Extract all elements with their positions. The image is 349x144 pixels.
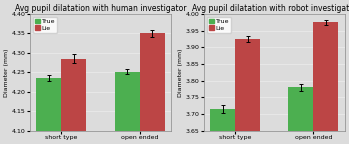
Bar (288, 87, 313, 131)
Legend: True, Lie: True, Lie (207, 17, 231, 33)
Legend: True, Lie: True, Lie (33, 17, 57, 33)
Y-axis label: Diameter (mm): Diameter (mm) (178, 48, 183, 97)
Y-axis label: Diameter (mm): Diameter (mm) (4, 48, 9, 97)
Bar (235, 39, 260, 131)
Title: Avg pupil dilatation with robot investigator: Avg pupil dilatation with robot investig… (192, 4, 349, 13)
Bar (313, 22, 339, 131)
Bar (114, 72, 140, 131)
Bar (210, 109, 235, 131)
Bar (140, 33, 165, 131)
Title: Avg pupil dilatation with human investigator: Avg pupil dilatation with human investig… (15, 4, 186, 13)
Bar (36, 78, 61, 131)
Bar (61, 59, 87, 131)
